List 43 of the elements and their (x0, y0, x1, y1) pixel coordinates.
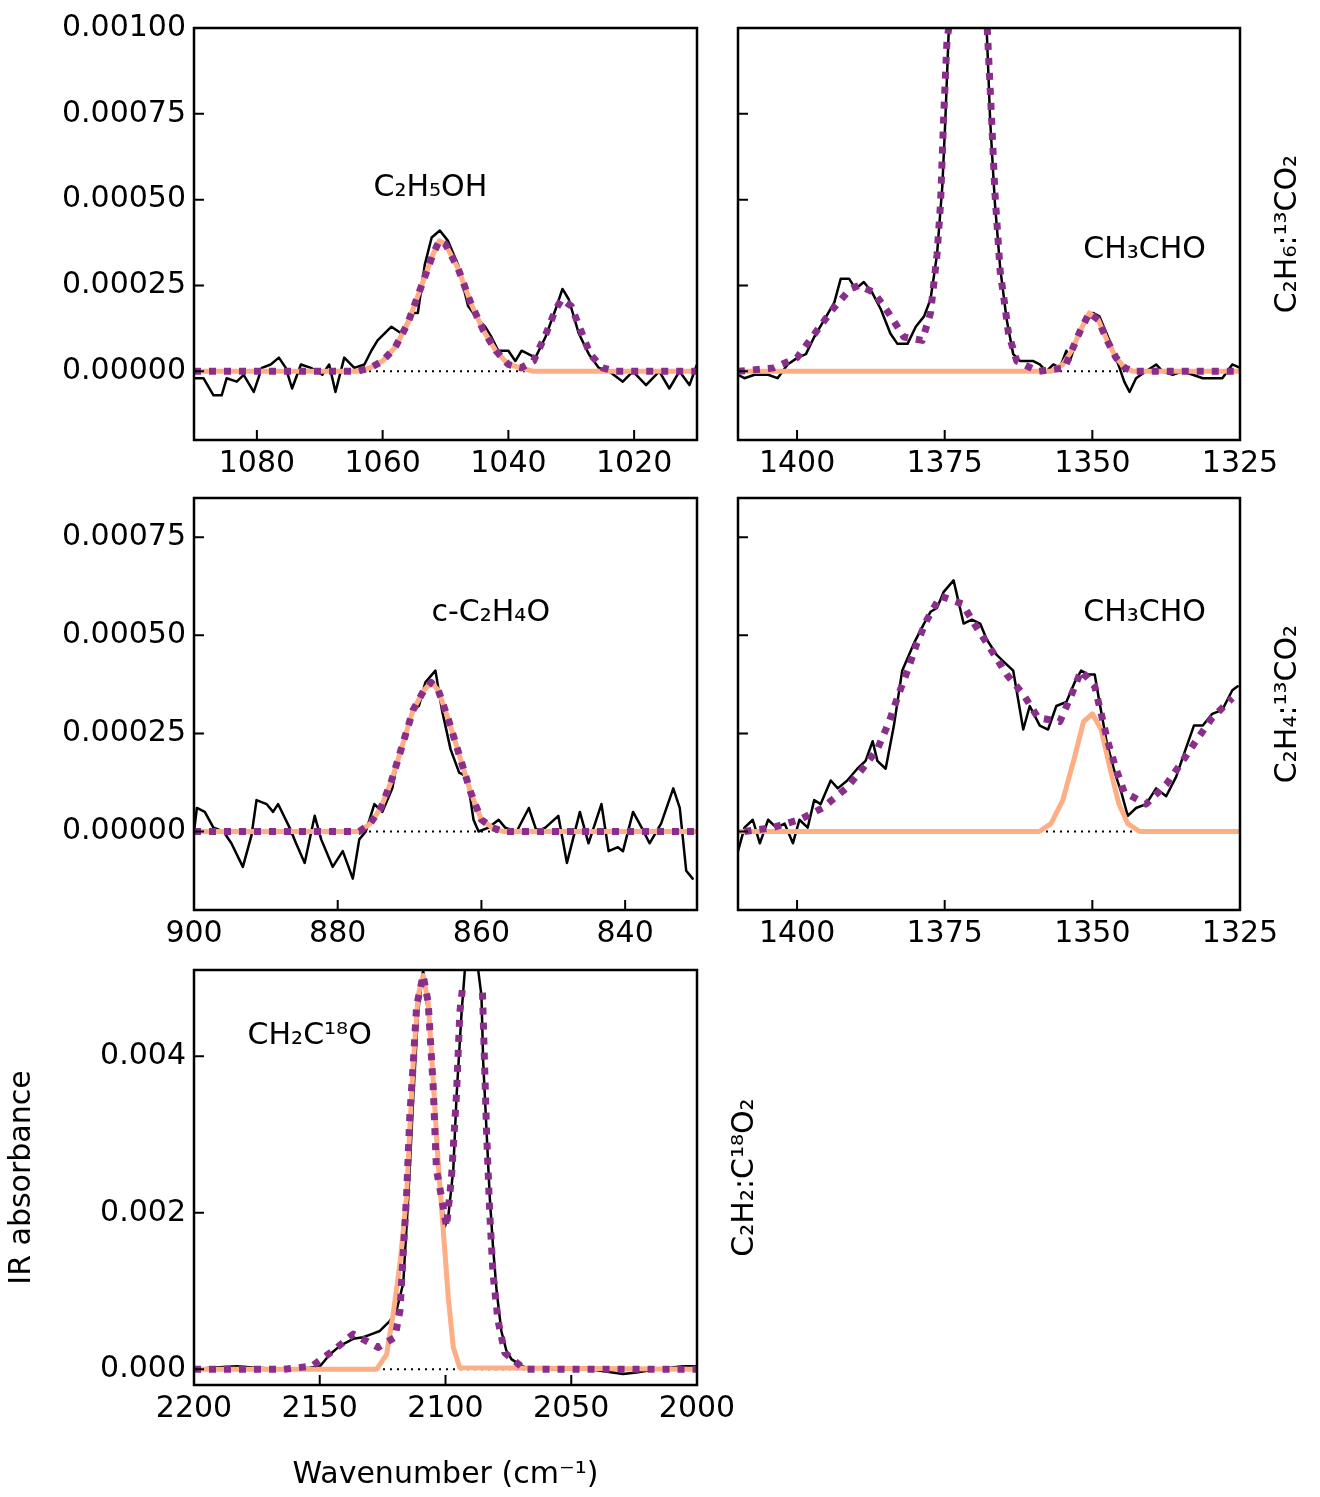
annotation: C₂H₅OH (373, 168, 488, 204)
y-tick-label: 0.00075 (61, 517, 186, 553)
y2-axis-title: C₂H₆:¹³CO₂ (1267, 154, 1303, 314)
y-tick-label: 0.004 (100, 1035, 186, 1071)
x-tick-label: 900 (165, 913, 223, 949)
y-tick-label: 0.00050 (61, 179, 186, 215)
y-tick-label: 0.002 (100, 1192, 186, 1228)
y-tick-label: 0.00100 (61, 7, 186, 43)
x-tick-label: 1350 (1054, 913, 1131, 949)
x-tick-label: 1020 (595, 443, 673, 479)
y2-axis-title: C₂H₂:C¹⁸O₂ (724, 1098, 760, 1257)
annotation: c-C₂H₄O (431, 593, 551, 629)
x-tick-label: 1400 (758, 913, 836, 949)
annotation: CH₂C¹⁸O (247, 1016, 372, 1052)
x-tick-label: 1400 (758, 443, 836, 479)
y-tick-label: 0.00000 (61, 351, 186, 387)
x-tick-label: 1350 (1054, 443, 1131, 479)
x-tick-label: 1325 (1201, 913, 1279, 949)
x-tick-label: 1040 (470, 443, 547, 479)
x-tick-label: 2050 (533, 1388, 610, 1424)
x-tick-label: 1375 (906, 913, 983, 949)
y-tick-label: 0.00025 (61, 713, 186, 749)
x-tick-label: 1375 (906, 443, 983, 479)
x-tick-label: 840 (596, 913, 654, 949)
x-tick-label: 1325 (1201, 443, 1279, 479)
y-tick-label: 0.00075 (61, 93, 186, 129)
y-tick-label: 0.000 (100, 1349, 186, 1385)
y-tick-label: 0.00050 (61, 615, 186, 651)
annotation: CH₃CHO (1083, 593, 1206, 629)
y-tick-label: 0.00025 (61, 265, 186, 301)
x-tick-label: 2000 (658, 1388, 736, 1424)
y2-axis-title: C₂H₄:¹³CO₂ (1267, 624, 1303, 784)
x-axis-title: Wavenumber (cm⁻¹) (292, 1454, 599, 1490)
y-tick-label: 0.00000 (61, 811, 186, 847)
x-tick-label: 2200 (155, 1388, 233, 1424)
x-tick-label: 1060 (344, 443, 421, 479)
x-tick-label: 2100 (407, 1388, 484, 1424)
y-axis-title: IR absorbance (1, 1070, 37, 1285)
x-tick-label: 1080 (218, 443, 296, 479)
annotation: CH₃CHO (1083, 230, 1206, 266)
x-tick-label: 880 (309, 913, 367, 949)
x-tick-label: 2150 (281, 1388, 358, 1424)
x-tick-label: 860 (452, 913, 511, 949)
